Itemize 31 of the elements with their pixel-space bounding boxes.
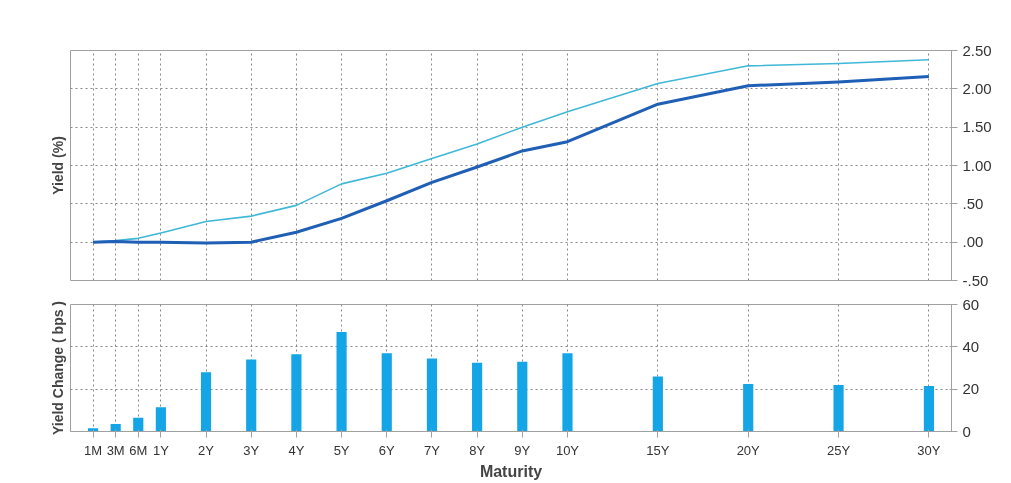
y-tick-label: 2.50 [962,41,992,59]
x-tick-label: 30Y [917,442,941,458]
x-tick-label: 10Y [555,442,580,458]
x-tick-label: 6M [129,442,148,458]
x-tick-label: 8Y [469,442,486,458]
y-tick-label: 60 [962,295,980,313]
x-tick-label: 25Y [826,442,851,458]
y-tick-label: 0 [962,422,971,440]
x-tick-label: 20Y [736,442,761,458]
y-tick-label: 2.00 [962,79,992,97]
x-tick-label: 9Y [514,442,531,458]
x-tick-label: 7Y [423,442,441,458]
x-tick-label: 5Y [333,442,350,458]
y-axis-title: Yield Change ( bps ) [49,300,66,436]
y-tick-label: 1.00 [962,156,992,174]
y-axis-title: Yield (%) [49,136,66,195]
y-tick-label: .00 [962,233,984,251]
x-tick-label: 1M [84,442,103,458]
y-tick-label: -.50 [962,271,989,289]
x-tick-label: 3M [106,442,125,458]
x-tick-label: 4Y [288,442,305,458]
x-tick-label: 15Y [646,442,670,458]
x-tick-label: 6Y [378,442,396,458]
y-tick-label: 20 [962,380,980,398]
y-tick-label: 40 [962,337,980,355]
y-tick-label: 1.50 [962,118,992,136]
x-tick-label: 2Y [198,442,215,458]
x-axis-title: Maturity [479,462,543,480]
x-tick-label: 3Y [243,442,260,458]
x-tick-label: 1Y [152,442,170,458]
y-tick-label: .50 [962,194,984,212]
